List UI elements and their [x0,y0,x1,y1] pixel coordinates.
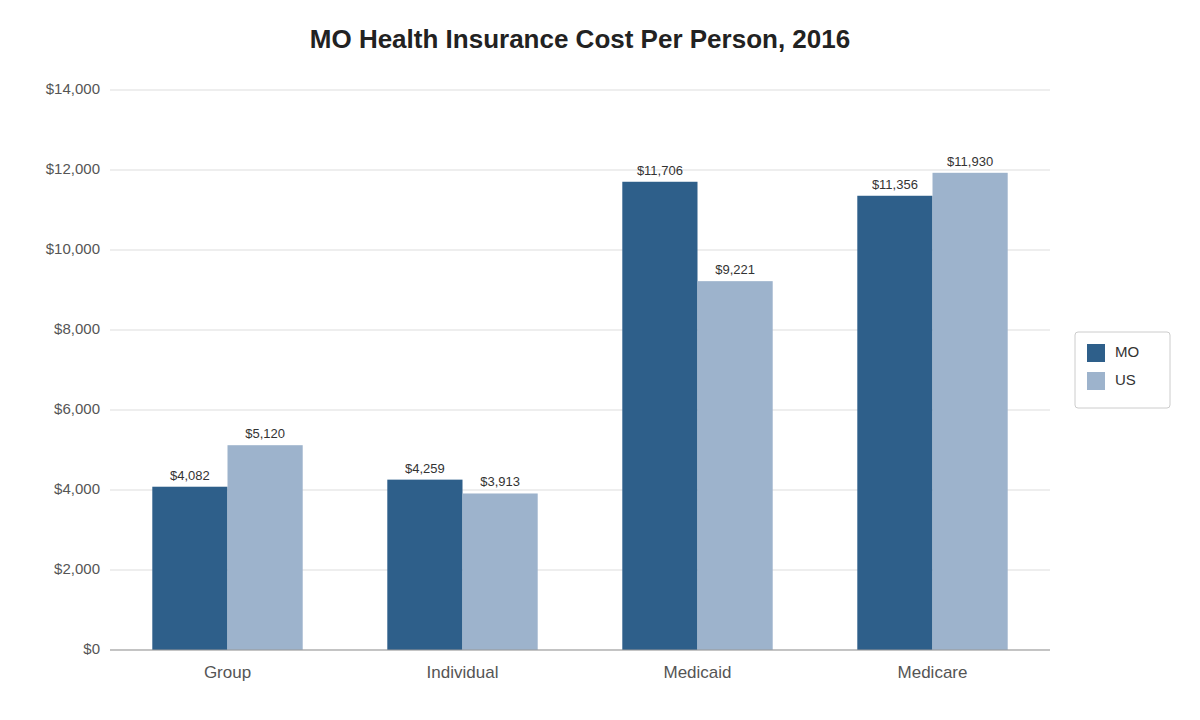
grid [110,90,1050,650]
y-tick-label: $6,000 [54,400,100,417]
bar [622,182,697,650]
bar [387,480,462,650]
x-axis: Group Individual Medicaid Medicare [204,663,968,682]
data-label: $11,706 [637,163,683,178]
bar [857,196,932,650]
data-label: $4,082 [170,468,210,483]
bar [228,445,303,650]
x-tick-label: Medicare [898,663,968,682]
y-tick-label: $8,000 [54,320,100,337]
data-label: $11,356 [872,177,918,192]
data-label: $9,221 [715,262,755,277]
x-tick-label: Group [204,663,251,682]
y-axis: $0 $2,000 $4,000 $6,000 $8,000 $10,000 $12,000… [46,80,100,657]
x-tick-label: Medicaid [663,663,731,682]
y-tick-label: $2,000 [54,560,100,577]
bars [152,173,1007,650]
data-label: $5,120 [245,426,285,441]
y-tick-label: $12,000 [46,160,100,177]
data-labels: $4,082 $4,259 $11,706 $11,356 $5,120 $3,913 $9… [170,154,993,490]
grid-line [110,90,1050,91]
x-tick-label: Individual [427,663,499,682]
x-axis-line [110,650,1050,651]
data-label: $3,913 [480,474,520,489]
data-label: $11,930 [947,154,993,169]
bar [698,281,773,650]
title: MO Health Insurance Cost Per Person, 201… [310,24,850,54]
legend-label: MO [1115,343,1139,360]
legend-swatch [1087,344,1105,362]
chart: MO Health Insurance Cost Per Person, 201… [0,0,1200,720]
bar [463,493,538,650]
bar [933,173,1008,650]
bar [152,487,227,650]
grid-line [110,650,1050,651]
legend-swatch [1087,372,1105,390]
y-tick-label: $0 [83,640,100,657]
y-tick-label: $10,000 [46,240,100,257]
data-label: $4,259 [405,461,445,476]
legend-label: US [1115,371,1136,388]
legend: MO US [1075,332,1170,408]
y-tick-label: $4,000 [54,480,100,497]
legend-box [1075,332,1170,408]
y-tick-label: $14,000 [46,80,100,97]
grid-line [110,170,1050,171]
